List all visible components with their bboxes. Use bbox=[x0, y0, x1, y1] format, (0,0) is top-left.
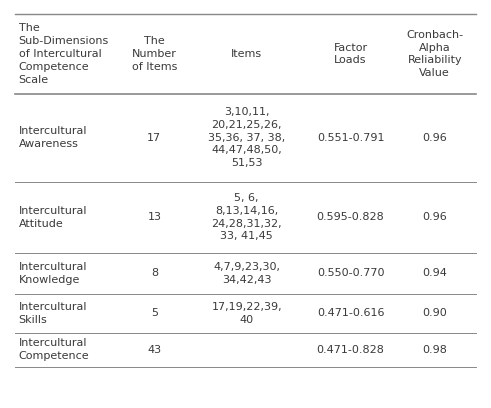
Text: 0.96: 0.96 bbox=[422, 212, 447, 222]
Text: 0.471-0.616: 0.471-0.616 bbox=[317, 308, 384, 318]
Text: 0.98: 0.98 bbox=[422, 345, 447, 355]
Text: Intercultural
Attitude: Intercultural Attitude bbox=[19, 206, 87, 228]
Text: The
Sub-Dimensions
of Intercultural
Competence
Scale: The Sub-Dimensions of Intercultural Comp… bbox=[19, 23, 109, 85]
Text: 0.595-0.828: 0.595-0.828 bbox=[317, 212, 384, 222]
Text: Items: Items bbox=[231, 49, 262, 59]
Text: 5: 5 bbox=[151, 308, 158, 318]
Text: 3,10,11,
20,21,25,26,
35,36, 37, 38,
44,47,48,50,
51,53: 3,10,11, 20,21,25,26, 35,36, 37, 38, 44,… bbox=[208, 107, 285, 168]
Text: Intercultural
Knowledge: Intercultural Knowledge bbox=[19, 262, 87, 285]
Text: 0.96: 0.96 bbox=[422, 133, 447, 143]
Text: Factor
Loads: Factor Loads bbox=[333, 43, 368, 65]
Text: 13: 13 bbox=[147, 212, 162, 222]
Text: 0.471-0.828: 0.471-0.828 bbox=[317, 345, 384, 355]
Text: 8: 8 bbox=[151, 268, 158, 278]
Text: 17: 17 bbox=[147, 133, 162, 143]
Text: 0.550-0.770: 0.550-0.770 bbox=[317, 268, 384, 278]
Text: 17,19,22,39,
40: 17,19,22,39, 40 bbox=[211, 302, 282, 324]
Text: 5, 6,
8,13,14,16,
24,28,31,32,
33, 41,45: 5, 6, 8,13,14,16, 24,28,31,32, 33, 41,45 bbox=[211, 193, 282, 242]
Text: 43: 43 bbox=[147, 345, 162, 355]
Text: Intercultural
Competence: Intercultural Competence bbox=[19, 339, 89, 361]
Text: 0.94: 0.94 bbox=[422, 268, 447, 278]
Text: 0.551-0.791: 0.551-0.791 bbox=[317, 133, 384, 143]
Text: Intercultural
Skills: Intercultural Skills bbox=[19, 302, 87, 324]
Text: The
Number
of Items: The Number of Items bbox=[132, 36, 177, 72]
Text: 0.90: 0.90 bbox=[422, 308, 447, 318]
Text: Intercultural
Awareness: Intercultural Awareness bbox=[19, 126, 87, 149]
Text: 4,7,9,23,30,
34,42,43: 4,7,9,23,30, 34,42,43 bbox=[213, 262, 280, 285]
Text: Cronbach-
Alpha
Reliability
Value: Cronbach- Alpha Reliability Value bbox=[406, 30, 464, 78]
